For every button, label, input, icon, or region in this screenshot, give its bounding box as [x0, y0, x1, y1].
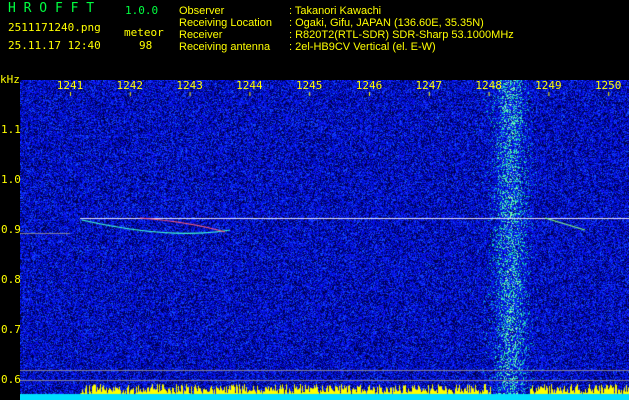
- detect-count: 98: [139, 39, 153, 52]
- datetime: 25.11.17 12:40: [8, 39, 101, 52]
- unit-label: kHz: [0, 73, 20, 86]
- y-tick-label: 0.7: [1, 323, 21, 336]
- x-tick-label: 1249: [535, 79, 562, 92]
- y-tick-label: 1.0: [1, 173, 21, 186]
- info-block: Observer : Takanori Kawachi Receiving Lo…: [179, 5, 514, 53]
- info-value-location: : Ogaki, Gifu, JAPAN (136.60E, 35.35N): [289, 17, 484, 29]
- x-tick-label: 1250: [594, 79, 622, 92]
- info-value-antenna: : 2el-HB9CV Vertical (el. E-W): [289, 41, 436, 53]
- y-tick-label: 0.9: [1, 223, 21, 236]
- info-label-location: Receiving Location: [179, 17, 272, 29]
- y-tick-label: 0.8: [1, 273, 21, 286]
- app-title: H R O F F T: [8, 1, 95, 16]
- info-value-receiver: : R820T2(RTL-SDR) SDR-Sharp 53.1000MHz: [289, 29, 514, 41]
- info-label-receiver: Receiver: [179, 29, 223, 41]
- y-tick-label: 1.1: [1, 123, 21, 136]
- x-tick-label: 1242: [116, 79, 144, 92]
- x-tick-label: 1248: [475, 79, 502, 92]
- detect-label: meteor: [124, 26, 164, 39]
- x-tick-label: 1243: [176, 79, 203, 92]
- x-tick-label: 1241: [56, 79, 84, 92]
- info-label-antenna: Receiving antenna: [179, 41, 271, 53]
- filename: 2511171240.png: [8, 21, 101, 34]
- x-tick-label: 1244: [236, 79, 263, 92]
- app-version: 1.0.0: [125, 4, 159, 17]
- x-tick-label: 1245: [295, 79, 323, 92]
- info-value-observer: : Takanori Kawachi: [289, 5, 382, 17]
- y-tick-label: 0.6: [1, 373, 21, 386]
- spectrogram-canvas: [20, 80, 629, 400]
- x-tick-label: 1246: [355, 79, 383, 92]
- x-tick-label: 1247: [415, 79, 443, 92]
- info-label-observer: Observer: [179, 5, 225, 17]
